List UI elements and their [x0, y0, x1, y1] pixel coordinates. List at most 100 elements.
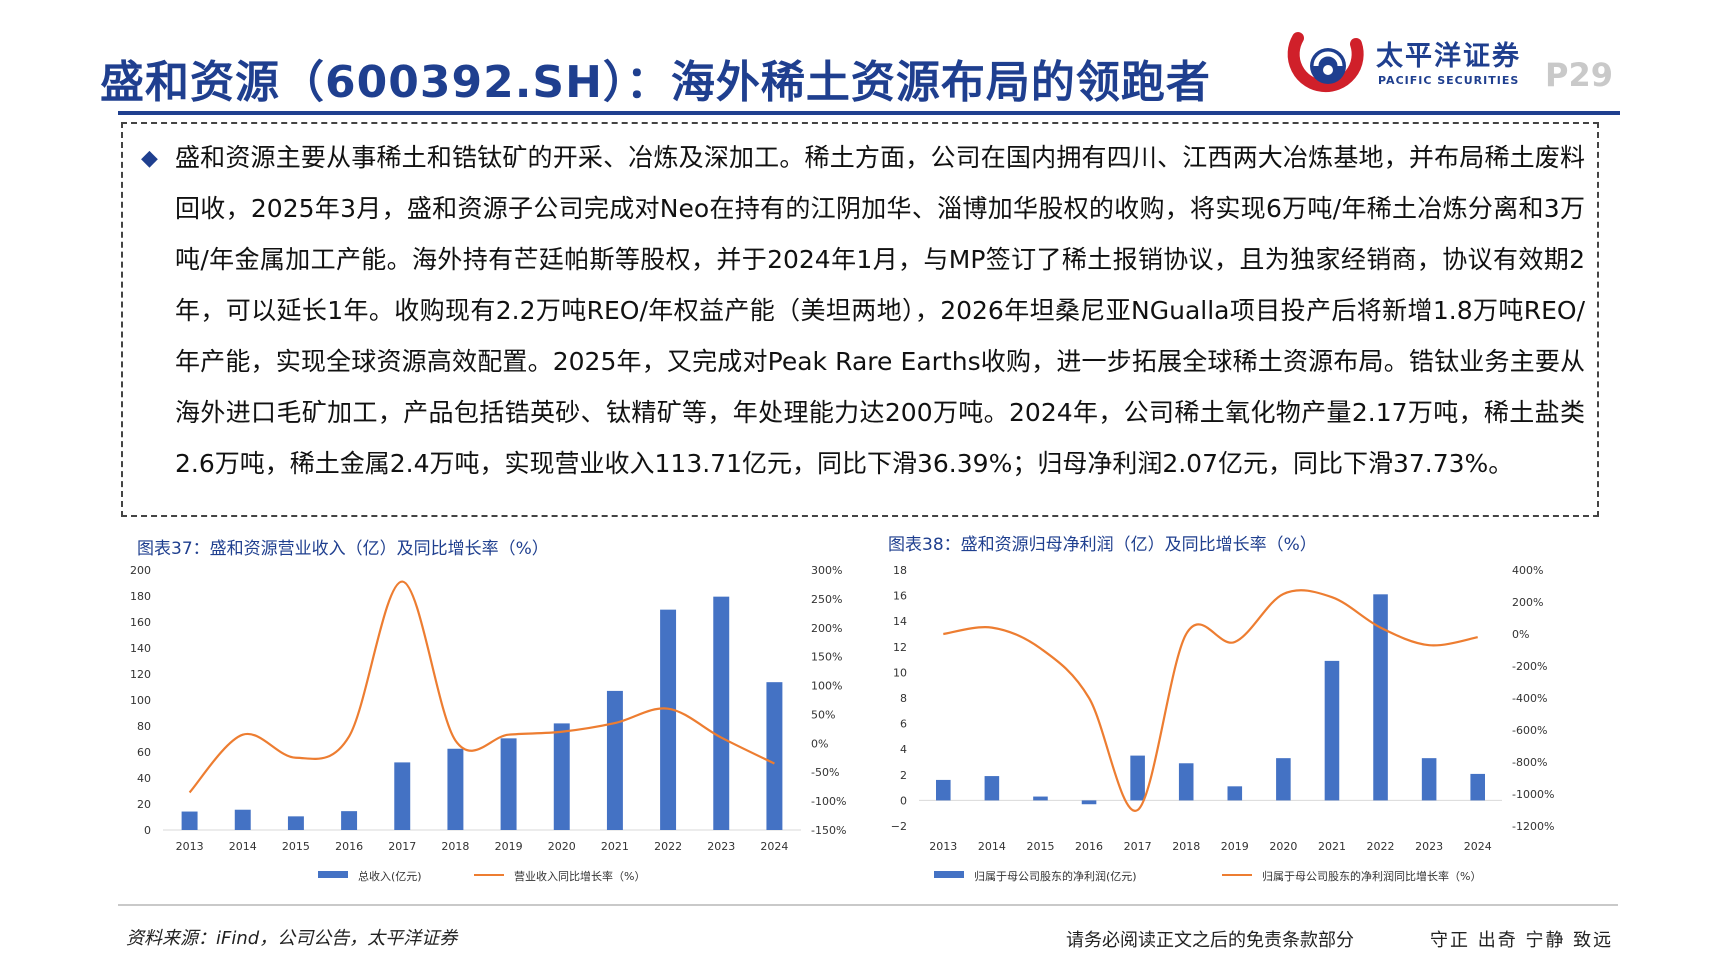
bar-2022 [660, 609, 677, 830]
net-profit-chart: −2 0 2 4 6 8 10 12 14 16 18 -1200% -1000% -800% -600% -… [891, 564, 1555, 883]
right-axis-tick-label: -800% [1512, 756, 1547, 769]
x-axis-tick-label: 2015 [282, 840, 310, 853]
bar-2023 [713, 596, 730, 830]
growth-line [188, 580, 775, 794]
legend-line-label: 营业收入同比增长率（%） [514, 869, 645, 883]
left-axis-tick-label: 120 [130, 668, 151, 681]
left-axis-tick-label: 180 [130, 590, 151, 603]
bar-2015 [287, 816, 304, 830]
summary-text: 盛和资源主要从事稀土和锆钛矿的开采、冶炼及深加工。稀土方面，公司在国内拥有四川、… [175, 143, 1585, 478]
legend-bar-swatch [934, 871, 964, 878]
x-axis-tick-label: 2017 [388, 840, 416, 853]
bar-2021 [606, 690, 623, 830]
left-axis-tick-label: 200 [130, 564, 151, 577]
summary-box: ◆ 盛和资源主要从事稀土和锆钛矿的开采、冶炼及深加工。稀土方面，公司在国内拥有四… [121, 122, 1599, 517]
left-axis-tick-label: 6 [900, 718, 907, 731]
left-axis-tick-label: 14 [893, 615, 907, 628]
left-axis-tick-label: 160 [130, 616, 151, 629]
diamond-icon: ◆ [141, 146, 158, 171]
left-axis-tick-label: 16 [893, 590, 907, 603]
bar-2017 [394, 762, 411, 830]
chart-1-title: 图表37：盛和资源营业收入（亿）及同比增长率（%） [137, 539, 549, 559]
bar-2014 [984, 776, 1000, 801]
left-axis-tick-label: 40 [137, 772, 151, 785]
legend-line-label: 归属于母公司股东的净利润同比增长率（%） [1262, 869, 1481, 883]
x-axis-tick-label: 2013 [176, 840, 204, 853]
right-axis-tick-label: 400% [1512, 564, 1543, 577]
right-axis-tick-label: 0% [811, 737, 828, 750]
right-axis-tick-label: -600% [1512, 724, 1547, 737]
bar-2021 [1324, 660, 1340, 801]
x-axis-tick-label: 2024 [760, 840, 788, 853]
left-axis-tick-label: 100 [130, 694, 151, 707]
x-axis-tick-label: 2017 [1124, 840, 1152, 853]
x-axis-tick-label: 2023 [1415, 840, 1443, 853]
right-axis-tick-label: 50% [811, 708, 835, 721]
left-axis-tick-label: −2 [891, 820, 907, 833]
title-divider [118, 111, 1620, 115]
bar-2019 [500, 738, 517, 830]
source-note: 资料来源：iFind，公司公告，太平洋证券 [126, 928, 458, 949]
bar-2024 [1470, 773, 1485, 801]
bar-2022 [1373, 594, 1388, 801]
x-axis-tick-label: 2018 [1172, 840, 1200, 853]
bar-2018 [447, 748, 464, 830]
left-axis-tick-label: 0 [144, 824, 151, 837]
bar-2017 [1130, 755, 1145, 801]
logo-emblem-icon [1287, 32, 1364, 93]
right-axis-tick-label: -200% [1512, 660, 1547, 673]
bar-2024 [766, 682, 783, 830]
company-motto: 守正 出奇 宁静 致远 [1430, 930, 1614, 951]
x-axis-tick-label: 2018 [441, 840, 469, 853]
x-axis-tick-label: 2019 [1221, 840, 1249, 853]
bar-2019 [1227, 786, 1243, 801]
left-axis-tick-label: 18 [893, 564, 907, 577]
right-axis-tick-label: 300% [811, 564, 842, 577]
left-axis-tick-label: 2 [900, 769, 907, 782]
x-axis-tick-label: 2014 [229, 840, 257, 853]
x-axis-tick-label: 2014 [978, 840, 1006, 853]
legend-bar-swatch [318, 871, 348, 878]
footer-divider [118, 904, 1618, 906]
right-axis-tick-label: 200% [1512, 596, 1543, 609]
bar-2013 [181, 811, 198, 830]
legend-bar-label: 总收入(亿元) [358, 869, 422, 883]
bar-2023 [1421, 758, 1437, 801]
right-axis-tick-label: 0% [1512, 628, 1529, 641]
left-axis-tick-label: 0 [900, 794, 907, 807]
x-axis-tick-label: 2022 [1367, 840, 1395, 853]
left-axis-tick-label: 4 [900, 743, 907, 756]
right-axis-tick-label: 100% [811, 680, 842, 693]
bar-2018 [1178, 763, 1194, 801]
right-axis-tick-label: -400% [1512, 692, 1547, 705]
x-axis-tick-label: 2021 [601, 840, 629, 853]
x-axis-tick-label: 2016 [1075, 840, 1103, 853]
bar-2015 [1033, 796, 1048, 801]
right-axis-tick-label: -50% [811, 766, 839, 779]
right-axis-tick-label: -1000% [1512, 788, 1554, 801]
x-axis-tick-label: 2019 [495, 840, 523, 853]
x-axis-tick-label: 2013 [929, 840, 957, 853]
revenue-chart: 0 20 40 60 80 100 120 140 160 180 200 -150% -100% -50… [130, 564, 846, 883]
bar-2013 [936, 779, 951, 801]
right-axis-tick-label: -150% [811, 824, 846, 837]
growth-line [943, 589, 1478, 812]
logo-subtext: PACIFIC SECURITIES [1378, 74, 1520, 87]
left-axis-tick-label: 8 [900, 692, 907, 705]
company-logo: 太平洋证券 PACIFIC SECURITIES [1286, 22, 1586, 102]
logo-text: 太平洋证券 [1376, 41, 1521, 72]
chart-2-title: 图表38：盛和资源归母净利润（亿）及同比增长率（%） [888, 535, 1317, 555]
page-title: 盛和资源（600392.SH）：海外稀土资源布局的领跑者 [100, 57, 1211, 108]
bar-2020 [1276, 758, 1291, 801]
x-axis-tick-label: 2020 [548, 840, 576, 853]
disclaimer-link: 请务必阅读正文之后的免责条款部分 [1066, 930, 1354, 951]
left-axis-tick-label: 80 [137, 720, 151, 733]
bar-2014 [234, 809, 251, 830]
x-axis-tick-label: 2020 [1269, 840, 1297, 853]
x-axis-tick-label: 2022 [654, 840, 682, 853]
x-axis-tick-label: 2023 [707, 840, 735, 853]
right-axis-tick-label: -1200% [1512, 820, 1554, 833]
x-axis-tick-label: 2015 [1026, 840, 1054, 853]
page-number: P29 [1545, 56, 1613, 94]
left-axis-tick-label: 20 [137, 798, 151, 811]
